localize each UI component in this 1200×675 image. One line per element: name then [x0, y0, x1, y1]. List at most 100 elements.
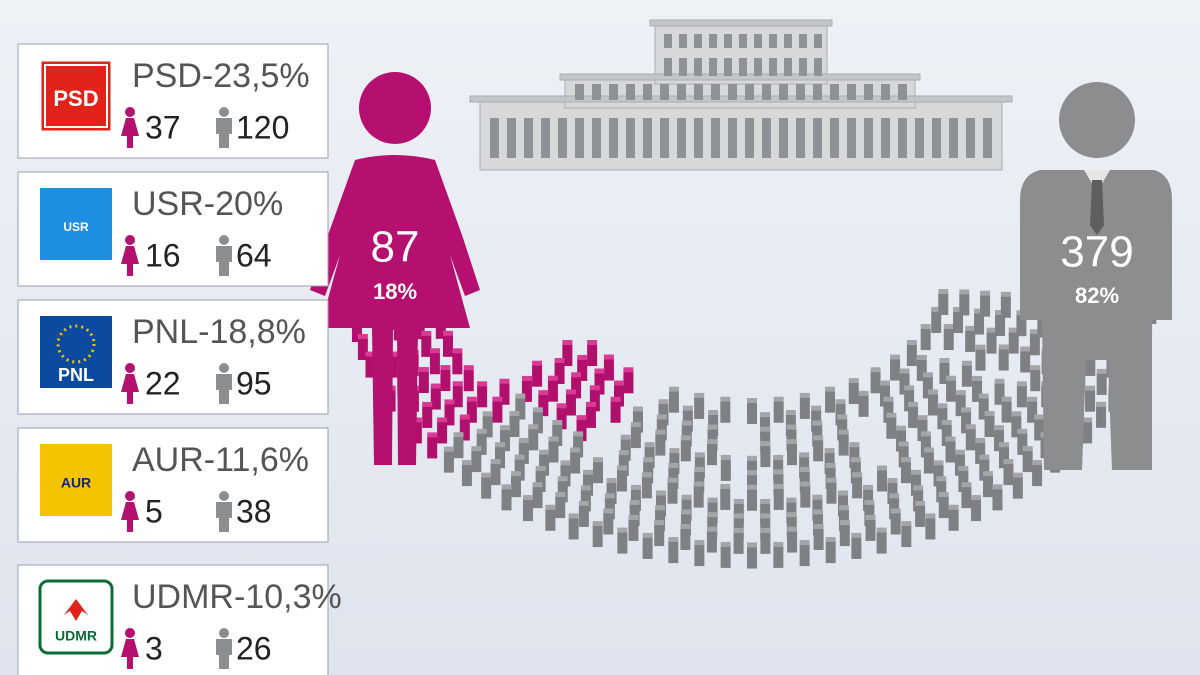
seat-top [522, 495, 533, 501]
seat-top [556, 403, 567, 409]
seat-top [773, 483, 784, 489]
seat [955, 394, 966, 417]
window [864, 118, 873, 158]
party-line: UDMR-10,3% [132, 578, 342, 616]
seat-top [707, 497, 718, 503]
seat [630, 488, 641, 511]
seat [587, 344, 598, 367]
seat-top [876, 527, 887, 533]
seat-top [444, 399, 455, 405]
men-seats: 95 [236, 365, 272, 401]
party-share: -11,6% [204, 441, 309, 479]
seat-top [931, 306, 942, 312]
seat-top [786, 424, 797, 430]
window [898, 118, 907, 158]
seat-top [938, 289, 949, 295]
seat [554, 361, 565, 384]
seat-top [466, 396, 477, 402]
seat [848, 382, 859, 405]
seat [532, 411, 543, 434]
seat [583, 473, 594, 496]
seat-top [870, 367, 881, 373]
seat-top [961, 482, 972, 488]
party-logo [40, 444, 112, 516]
seat-top [999, 442, 1010, 448]
seat [937, 407, 948, 430]
seat-top [898, 441, 909, 447]
seat [773, 400, 784, 423]
seat [693, 485, 704, 508]
seat [931, 310, 942, 333]
seat [532, 486, 543, 509]
seat-top [1008, 327, 1019, 333]
seat-top [494, 442, 505, 448]
window [694, 58, 702, 76]
seat-top [720, 483, 731, 489]
seat-top [850, 457, 861, 463]
seat [557, 480, 568, 503]
seat-top [603, 354, 614, 360]
seat-top [760, 412, 771, 418]
seat [959, 293, 970, 316]
seat-top [681, 420, 692, 426]
seat-top [515, 393, 526, 399]
seat [896, 429, 907, 452]
seat [357, 337, 368, 360]
seat [825, 541, 836, 564]
seat-top [1016, 381, 1027, 387]
man-icon [219, 235, 229, 245]
seat [482, 415, 493, 438]
seat-top [667, 477, 678, 483]
seat-top [785, 409, 796, 415]
seat-top [773, 396, 784, 402]
seat-top [1082, 417, 1093, 423]
seat-top [890, 354, 901, 360]
seat [351, 320, 362, 343]
seat-top [461, 460, 472, 466]
seat [570, 451, 581, 474]
woman-icon [125, 107, 135, 117]
seat-top [945, 436, 956, 442]
seat-top [864, 499, 875, 505]
seat [925, 517, 936, 540]
seat-top [979, 454, 990, 460]
seat [1016, 385, 1027, 408]
seat-top [928, 389, 939, 395]
seat [477, 385, 488, 408]
party-line: PNL-18,8% [132, 313, 306, 351]
seat-top [835, 399, 846, 405]
seat-top [680, 509, 691, 515]
seat [998, 348, 1009, 371]
seat-top [509, 411, 520, 417]
seat-top [668, 386, 679, 392]
window [949, 118, 958, 158]
seat [1032, 464, 1043, 487]
seat [1022, 450, 1033, 473]
seat [623, 371, 634, 394]
seat [592, 525, 603, 548]
seat-top [706, 526, 717, 532]
seat [720, 487, 731, 510]
seat-top [499, 378, 510, 384]
seat [720, 400, 731, 423]
party-line: PSD-23,5% [132, 57, 310, 95]
seat [838, 433, 849, 456]
seat-top [681, 494, 692, 500]
seat [437, 421, 448, 444]
seat [733, 531, 744, 554]
seat [839, 524, 850, 547]
seat-top [680, 435, 691, 441]
seat-top [365, 351, 376, 357]
window [728, 118, 737, 158]
seat-top [617, 527, 628, 533]
seat-top [707, 424, 718, 430]
seat [565, 393, 576, 416]
window [626, 84, 635, 100]
seat-top [760, 426, 771, 432]
seat-top [656, 414, 667, 420]
seat [883, 400, 894, 423]
seat [948, 508, 959, 531]
seat [863, 488, 874, 511]
seat-top [492, 396, 503, 402]
